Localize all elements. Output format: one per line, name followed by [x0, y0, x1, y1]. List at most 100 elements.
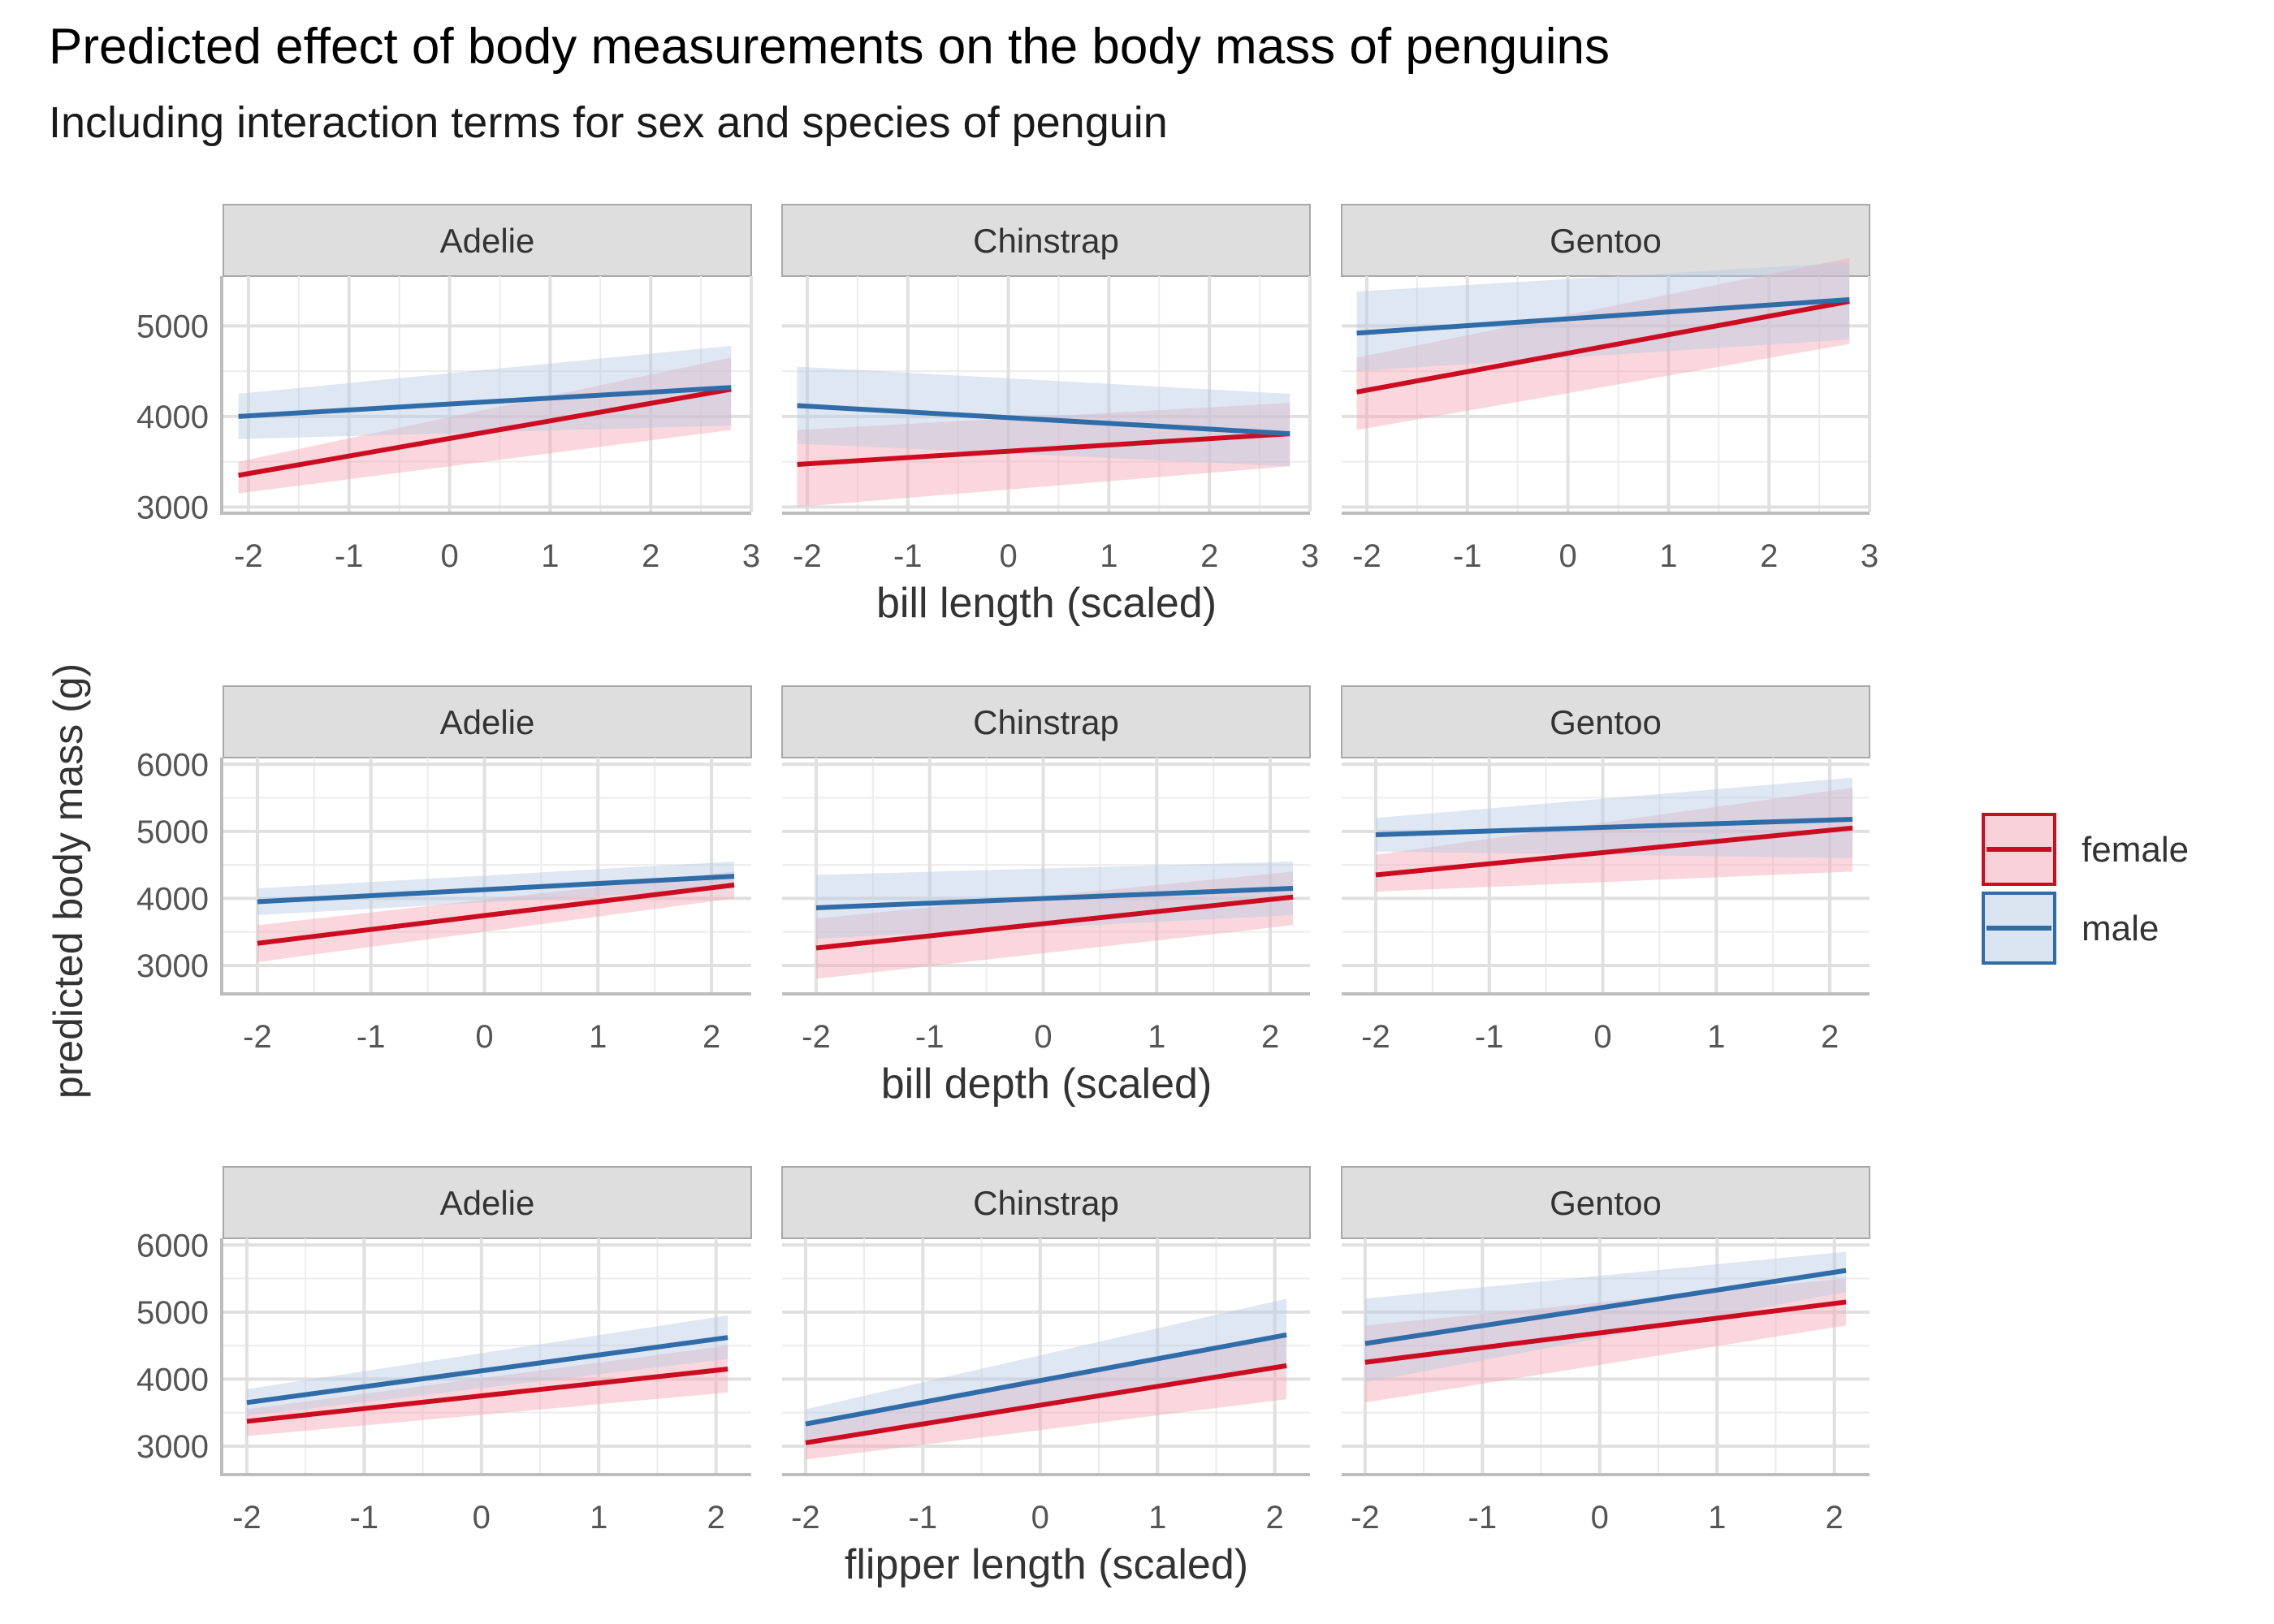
- facet-strip-label: Adelie: [440, 1184, 535, 1222]
- x-tick-label: -2: [232, 1500, 262, 1535]
- series-line-male: [1375, 816, 1853, 837]
- x-tick-label: 1: [541, 538, 559, 574]
- panel-adelie: Adelie -2 -1 0 1 2 3 3000 4000 5000: [136, 204, 760, 574]
- x-tick-label: -1: [915, 1019, 945, 1055]
- x-axis-title: bill depth (scaled): [881, 1060, 1213, 1108]
- series-line-male: [815, 886, 1294, 910]
- confidence-band-female: [1364, 1278, 1847, 1403]
- series-line-male: [1364, 1268, 1847, 1346]
- x-tick-label: 1: [1100, 538, 1118, 574]
- facet-strip-label: Adelie: [440, 222, 535, 260]
- series-line-female: [815, 894, 1294, 951]
- y-tick-label: 5000: [136, 309, 209, 344]
- facet-strip: [781, 204, 1311, 277]
- confidence-band-male: [238, 345, 732, 439]
- x-tick-label: -2: [802, 1019, 831, 1055]
- x-tick-label: -2: [793, 538, 822, 574]
- facet-strip-label: Chinstrap: [973, 1184, 1119, 1222]
- legend-item-male: male: [1982, 892, 2159, 965]
- panel-chinstrap: Chinstrap -2 -1 0 1 2: [781, 685, 1311, 1055]
- confidence-band-female: [238, 357, 732, 494]
- x-tick-label: 2: [1821, 1019, 1839, 1055]
- y-tick-label: 3000: [136, 490, 209, 525]
- confidence-band-female: [246, 1345, 728, 1436]
- facet-strip-label: Chinstrap: [973, 222, 1119, 260]
- facet-strip-label: Gentoo: [1550, 1184, 1662, 1222]
- series-line-male: [805, 1332, 1287, 1427]
- legend: female male: [1982, 813, 2189, 965]
- confidence-band-male: [246, 1315, 728, 1416]
- x-tick-label: 0: [1593, 1019, 1611, 1055]
- x-tick-label: 1: [1707, 1019, 1725, 1055]
- x-tick-label: -2: [234, 538, 263, 574]
- legend-label-male: male: [2082, 909, 2159, 948]
- facet-strip: [1341, 1166, 1870, 1239]
- series-line-female: [1375, 825, 1853, 878]
- x-tick-label: 2: [703, 1019, 720, 1055]
- facet-strip: [781, 685, 1311, 758]
- y-tick-label: 3000: [136, 948, 209, 984]
- y-tick-label: 5000: [136, 1295, 209, 1331]
- x-tick-label: -1: [350, 1500, 379, 1535]
- chart-title: Predicted effect of body measurements on…: [49, 19, 1610, 75]
- confidence-band-male: [1364, 1251, 1847, 1383]
- panel-chinstrap: Chinstrap -2 -1 0 1 2 3: [781, 204, 1319, 574]
- series-line-male: [797, 403, 1290, 437]
- x-tick-label: 1: [590, 1500, 607, 1535]
- y-tick-label: 6000: [136, 1228, 209, 1263]
- series-line-female: [805, 1363, 1287, 1445]
- x-tick-label: 2: [1760, 538, 1778, 574]
- x-tick-label: -1: [357, 1019, 386, 1055]
- series-line-female: [238, 387, 732, 478]
- series-line-male: [257, 874, 735, 905]
- x-tick-label: 3: [1301, 538, 1319, 574]
- x-tick-label: 1: [1148, 1500, 1166, 1535]
- facet-strip: [1341, 204, 1870, 277]
- x-tick-label: 0: [1559, 538, 1576, 574]
- x-tick-label: 2: [707, 1500, 725, 1535]
- y-tick-label: 5000: [136, 814, 209, 850]
- facet-strip: [223, 204, 752, 277]
- series-line-male: [1356, 297, 1850, 336]
- x-tick-label: 0: [1591, 1500, 1609, 1535]
- x-tick-label: -2: [1352, 538, 1381, 574]
- x-tick-label: -2: [791, 1500, 820, 1535]
- x-tick-label: -2: [243, 1019, 272, 1055]
- y-tick-label: 3000: [136, 1429, 209, 1465]
- x-tick-label: -1: [1468, 1500, 1498, 1535]
- confidence-band-female: [1375, 788, 1853, 892]
- series-line-female: [1356, 299, 1850, 395]
- facet-strip: [781, 1166, 1311, 1239]
- x-tick-label: 1: [589, 1019, 607, 1055]
- series-line-female: [797, 431, 1290, 467]
- panel-chinstrap: Chinstrap -2 -1 0 1 2: [781, 1166, 1311, 1535]
- facet-row-3: Adelie -2 -1 0 1 2 3000 4000 5000 6000 Chinstrap -2…: [136, 1166, 1870, 1588]
- confidence-band-female: [1356, 257, 1850, 430]
- legend-label-female: female: [2082, 830, 2189, 870]
- legend-item-female: female: [1982, 813, 2189, 886]
- x-tick-label: 2: [642, 538, 659, 574]
- x-tick-label: 0: [473, 1500, 491, 1535]
- facet-strip: [1341, 685, 1870, 758]
- facet-strip-label: Gentoo: [1550, 222, 1662, 260]
- panel-gentoo: Gentoo -2 -1 0 1 2 3: [1341, 204, 1878, 574]
- x-tick-label: 2: [1261, 1019, 1279, 1055]
- y-tick-label: 4000: [136, 881, 209, 917]
- x-tick-label: 3: [1861, 538, 1878, 574]
- x-tick-label: 0: [1034, 1019, 1052, 1055]
- panel-adelie: Adelie -2 -1 0 1 2 3000 4000 5000 6000: [136, 685, 752, 1055]
- confidence-band-male: [1375, 777, 1853, 858]
- series-line-female: [257, 882, 735, 946]
- y-tick-label: 4000: [136, 1362, 209, 1397]
- x-tick-label: 3: [742, 538, 760, 574]
- series-line-male: [246, 1335, 728, 1406]
- y-tick-label: 4000: [136, 400, 209, 435]
- facet-strip-label: Gentoo: [1550, 703, 1662, 741]
- x-tick-label: 1: [1659, 538, 1677, 574]
- x-tick-label: 1: [1708, 1500, 1726, 1535]
- x-tick-label: 0: [475, 1019, 493, 1055]
- x-tick-label: -2: [1361, 1019, 1390, 1055]
- panel-gentoo: Gentoo -2 -1 0 1 2: [1341, 1166, 1870, 1535]
- x-tick-label: -2: [1351, 1500, 1380, 1535]
